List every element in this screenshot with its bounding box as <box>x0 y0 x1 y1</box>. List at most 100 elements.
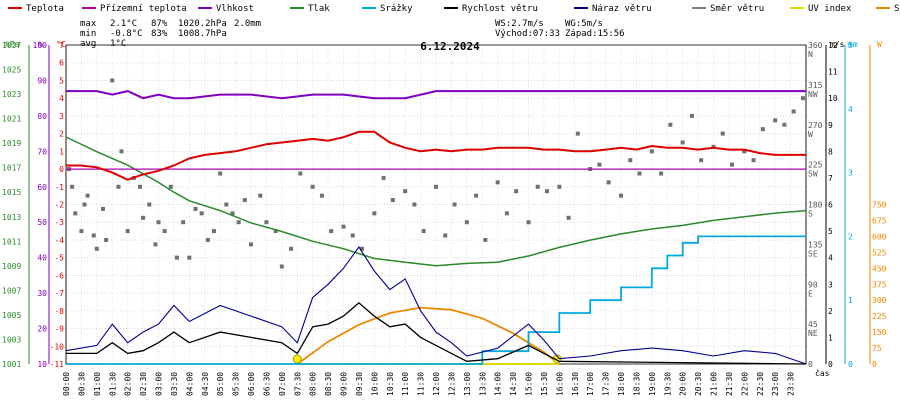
legend-label-1: Přízemní teplota <box>100 4 187 14</box>
stat-0-4: 2.0mm <box>234 19 261 29</box>
dir-point-66 <box>566 215 571 220</box>
dir-point-26 <box>199 211 204 216</box>
dir-point-52 <box>421 229 426 234</box>
dir-point-86 <box>773 118 778 123</box>
dir-point-2 <box>73 211 78 216</box>
stat-1-2: 83% <box>151 29 168 39</box>
tick-speed-1: 1 <box>828 333 833 342</box>
dir-point-51 <box>412 202 417 207</box>
dir-point-11 <box>116 184 121 189</box>
tick-x-21: 10:30 <box>386 372 395 396</box>
dir-point-50 <box>403 189 408 194</box>
dir-point-56 <box>464 220 469 225</box>
info-sunset: Západ:15:56 <box>565 29 625 39</box>
tick-humidity-6: 70 <box>37 147 47 156</box>
tick-x-45: 22:30 <box>756 372 765 396</box>
dir-point-47 <box>372 211 377 216</box>
dir-point-3 <box>79 229 84 234</box>
tick-x-15: 07:30 <box>293 372 302 396</box>
tick-x-5: 02:30 <box>139 372 148 396</box>
tick-x-31: 15:30 <box>540 372 549 396</box>
dir-point-48 <box>381 175 386 180</box>
tick-x-25: 12:30 <box>447 372 456 396</box>
tick-x-8: 04:00 <box>185 372 194 396</box>
tick-temp-18: 7 <box>59 41 64 50</box>
tick-x-18: 09:00 <box>340 372 349 396</box>
tick-speed-5: 5 <box>828 227 833 236</box>
tick-x-44: 22:00 <box>740 372 749 396</box>
tick-x-9: 04:30 <box>201 372 210 396</box>
tick-humidity-8: 90 <box>37 76 47 85</box>
tick-pressure-12: 1025 <box>2 66 21 75</box>
tick-x-41: 20:30 <box>694 372 703 396</box>
tick-pressure-8: 1017 <box>2 164 21 173</box>
tick-x-11: 05:30 <box>232 372 241 396</box>
tick-speed-6: 6 <box>828 201 833 210</box>
tick-x-30: 15:00 <box>525 372 534 396</box>
tick-dir-6: 270 <box>808 121 823 130</box>
dir-point-1 <box>70 184 75 189</box>
dir-point-45 <box>350 233 355 238</box>
tick-temp-4: -7 <box>54 289 64 298</box>
dir-point-30 <box>224 202 229 207</box>
tick-dir-4: 180 <box>808 201 823 210</box>
tick-x-42: 21:00 <box>710 372 719 396</box>
tick-speed-0: 0 <box>828 360 833 369</box>
dir-point-61 <box>514 189 519 194</box>
tick-temp-12: 1 <box>59 147 64 156</box>
tick-solar-4: 300 <box>872 296 887 305</box>
tick-x-14: 07:00 <box>278 372 287 396</box>
dir-point-70 <box>606 180 611 185</box>
legend-label-0: Teplota <box>26 4 64 14</box>
dir-point-34 <box>249 242 253 247</box>
dir-point-88 <box>791 109 796 114</box>
tick-dir-3: 135 <box>808 240 823 249</box>
tick-speed-4: 4 <box>828 254 833 263</box>
dir-point-6 <box>91 233 96 238</box>
dir-point-32 <box>236 220 241 225</box>
tick-temp-7: -4 <box>54 236 64 245</box>
tick-x-24: 12:00 <box>432 372 441 396</box>
tick-x-26: 13:00 <box>463 372 472 396</box>
dir-point-17 <box>147 202 152 207</box>
unit-hpa: hPa <box>5 40 20 49</box>
tick-rain-0: 0 <box>848 360 853 369</box>
tick-solar-5: 375 <box>872 280 887 289</box>
tick-temp-5: -6 <box>54 271 64 280</box>
tick-x-47: 23:30 <box>787 372 796 396</box>
tick-dir-lab-3: SE <box>808 249 818 258</box>
dir-point-49 <box>390 198 395 203</box>
dir-point-10 <box>110 78 115 83</box>
legend-label-6: Náraz větru <box>592 4 652 14</box>
dir-point-60 <box>504 211 509 216</box>
series-pressure <box>65 136 807 267</box>
dir-point-20 <box>162 229 167 234</box>
tick-x-12: 06:00 <box>247 372 256 396</box>
series-temp <box>66 130 806 181</box>
dir-point-5 <box>85 193 90 198</box>
tick-rain-5: 5 <box>848 41 853 50</box>
dir-point-39 <box>289 246 294 251</box>
tick-speed-11: 11 <box>828 68 838 77</box>
unit-mm: mm <box>848 40 858 49</box>
tick-dir-7: 315 <box>808 81 823 90</box>
info-wg: WG:5m/s <box>565 19 603 29</box>
tick-pressure-4: 1009 <box>2 262 21 271</box>
tick-humidity-3: 40 <box>37 254 47 263</box>
stat-1-3: 1008.7hPa <box>178 29 227 39</box>
tick-humidity-5: 60 <box>37 183 47 192</box>
stat-2-0: avg <box>80 39 96 49</box>
tick-x-39: 19:30 <box>663 372 672 396</box>
tick-dir-lab-2: E <box>808 289 813 298</box>
tick-pressure-6: 1013 <box>2 213 21 222</box>
tick-pressure-5: 1011 <box>2 237 21 246</box>
series-wind <box>66 302 807 365</box>
tick-speed-7: 7 <box>828 174 833 183</box>
tick-pressure-3: 1007 <box>2 286 21 295</box>
dir-point-85 <box>760 127 765 132</box>
dir-point-63 <box>535 184 540 189</box>
dir-point-78 <box>689 113 694 118</box>
unit-time: čas <box>815 368 830 378</box>
legend-label-5: Rychlost větru <box>462 4 538 14</box>
legend-label-9: Solar <box>894 4 900 14</box>
